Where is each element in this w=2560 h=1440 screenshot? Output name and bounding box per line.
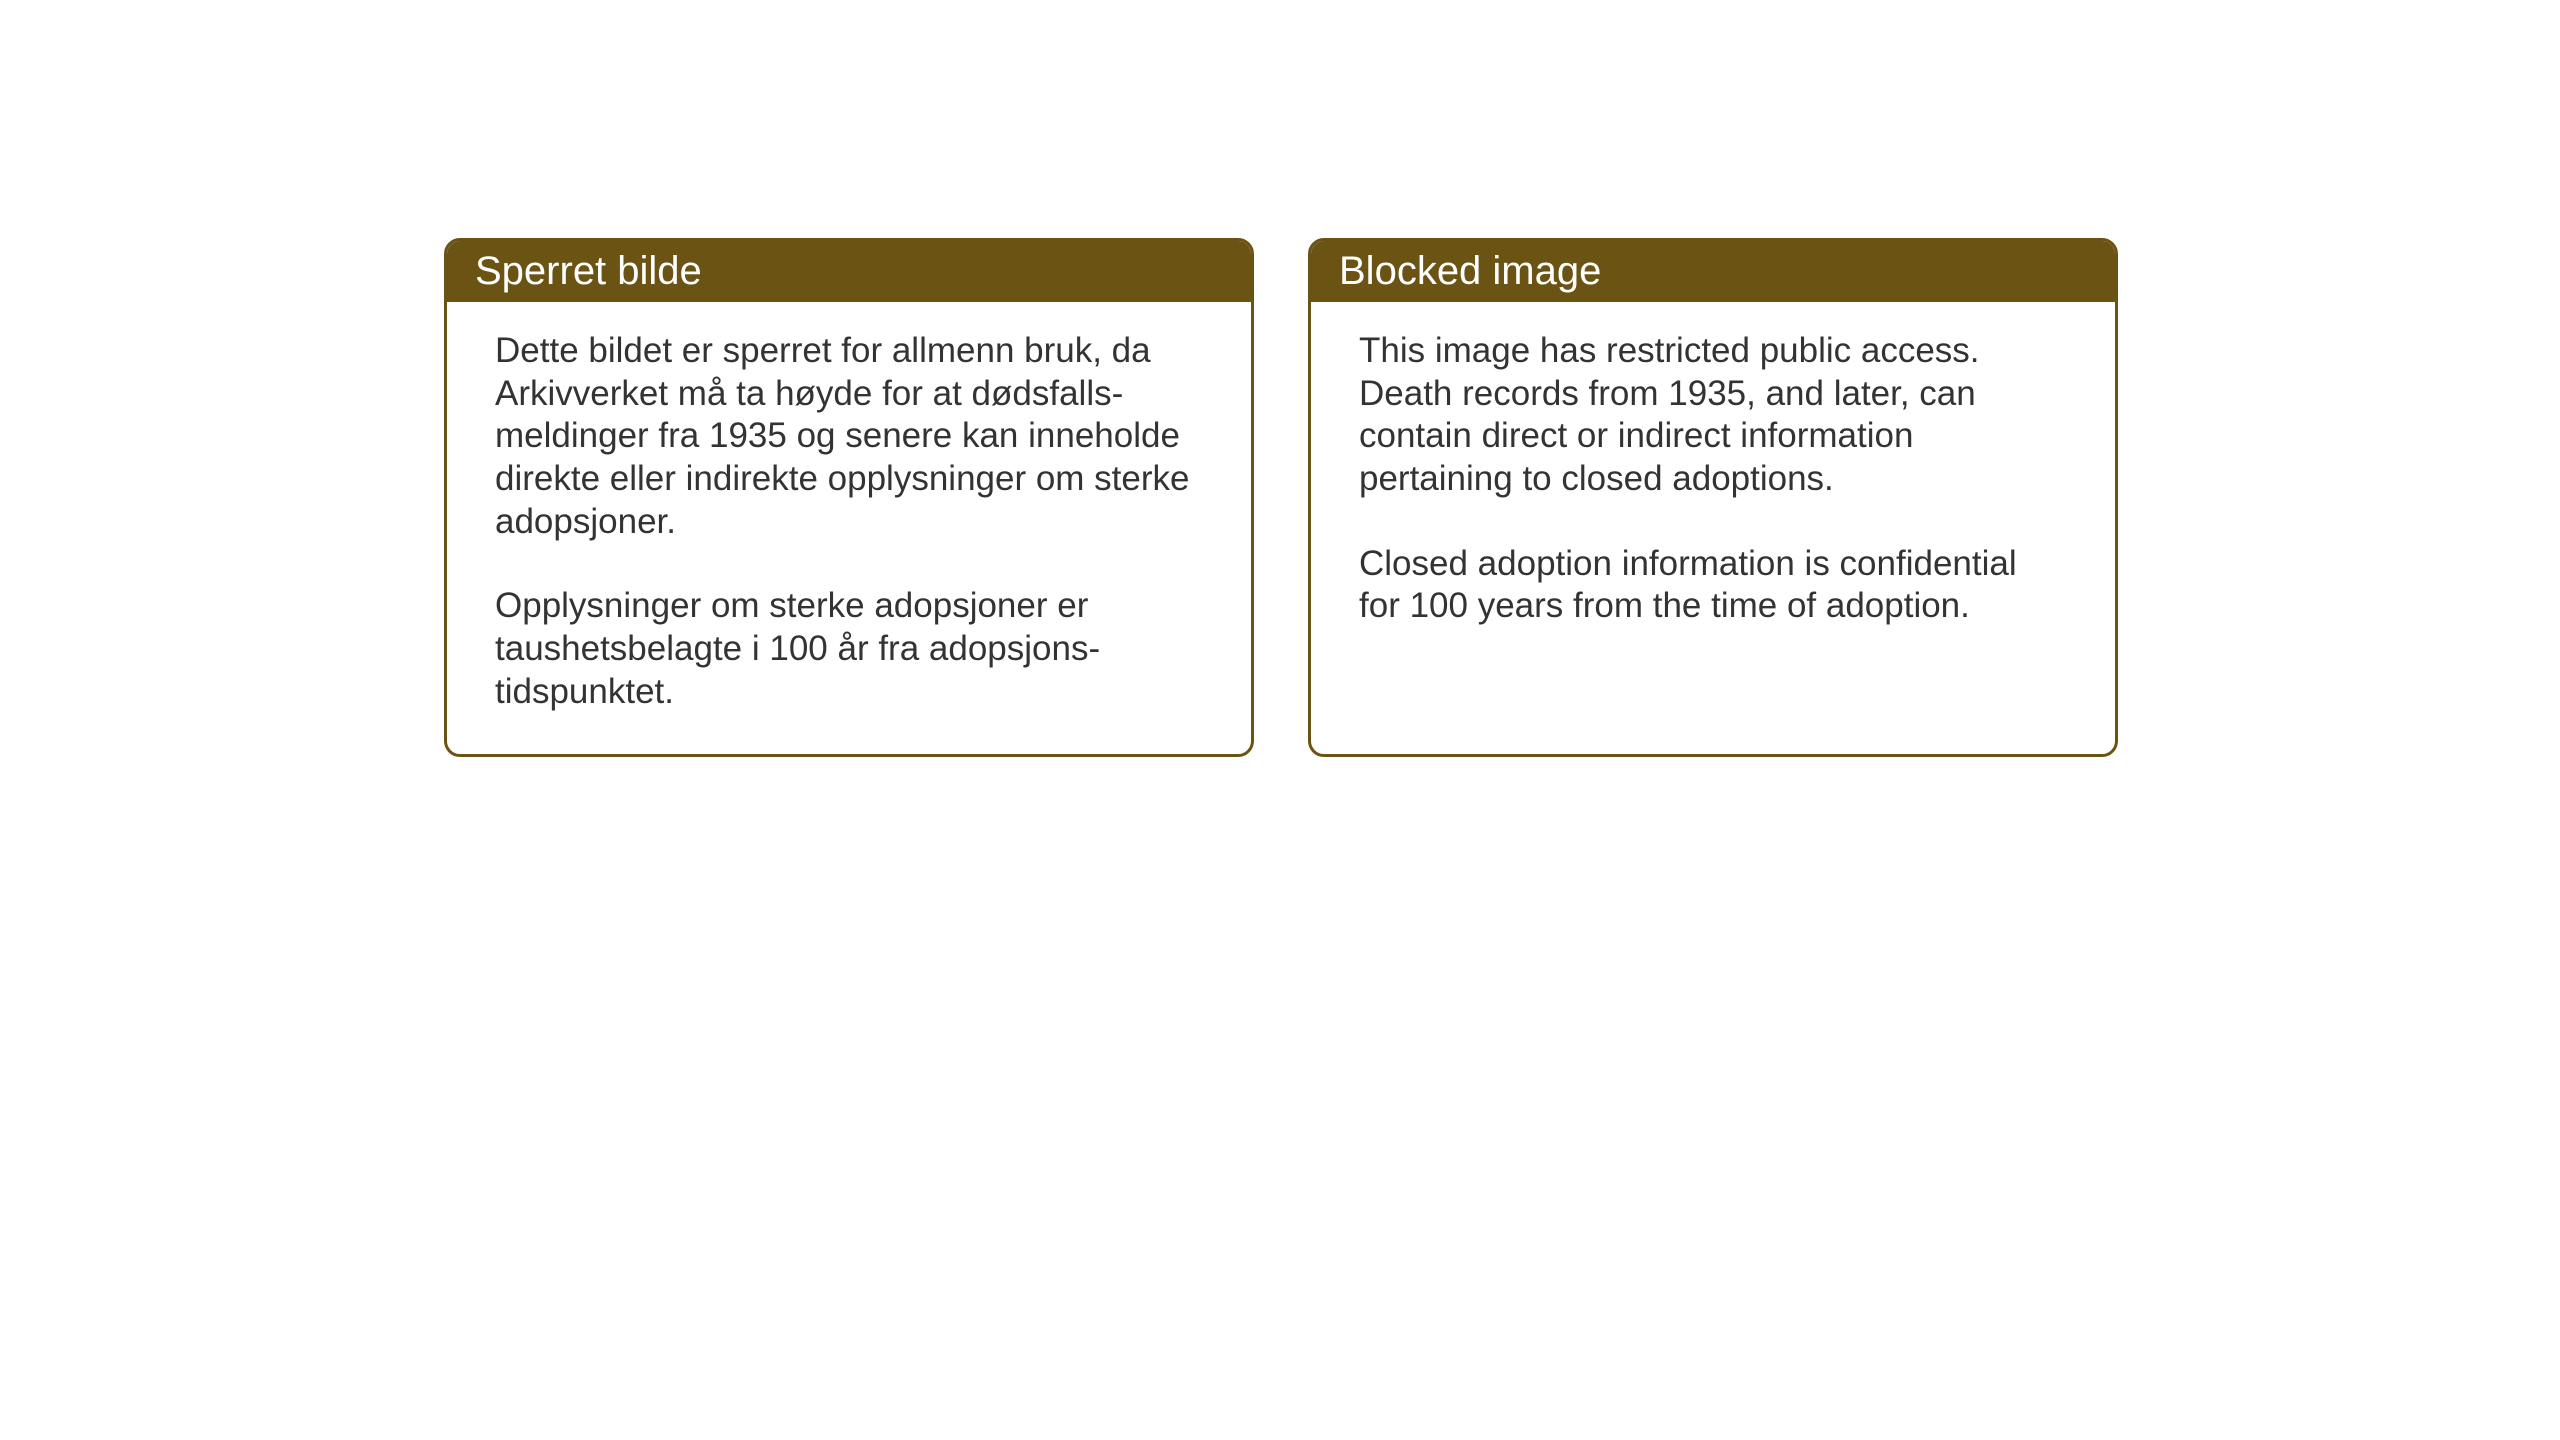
english-panel: Blocked image This image has restricted … — [1308, 238, 2118, 757]
notice-container: Sperret bilde Dette bildet er sperret fo… — [444, 238, 2118, 757]
norwegian-panel: Sperret bilde Dette bildet er sperret fo… — [444, 238, 1254, 757]
english-panel-body: This image has restricted public access.… — [1311, 302, 2115, 722]
english-panel-title: Blocked image — [1311, 241, 2115, 302]
norwegian-paragraph-2: Opplysninger om sterke adopsjoner er tau… — [495, 585, 1203, 713]
norwegian-panel-body: Dette bildet er sperret for allmenn bruk… — [447, 302, 1251, 754]
norwegian-panel-title: Sperret bilde — [447, 241, 1251, 302]
english-paragraph-2: Closed adoption information is confident… — [1359, 543, 2067, 628]
english-paragraph-1: This image has restricted public access.… — [1359, 330, 2067, 501]
norwegian-paragraph-1: Dette bildet er sperret for allmenn bruk… — [495, 330, 1203, 543]
